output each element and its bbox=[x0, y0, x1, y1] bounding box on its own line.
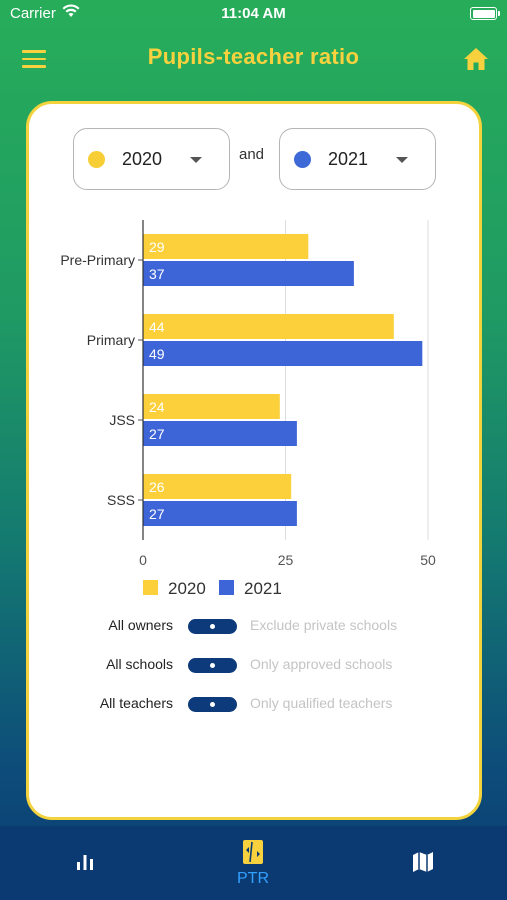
bar bbox=[143, 261, 354, 286]
category-label: JSS bbox=[109, 412, 135, 428]
owners-switch[interactable] bbox=[188, 619, 237, 634]
bar bbox=[143, 501, 297, 526]
toggle-schools-right-label: Only approved schools bbox=[250, 656, 393, 672]
toggle-teachers-right-label: Only qualified teachers bbox=[250, 695, 393, 711]
toggle-schools-left-label: All schools bbox=[106, 656, 173, 672]
x-tick-label: 50 bbox=[420, 552, 436, 568]
category-label: Primary bbox=[87, 332, 135, 348]
page-title: Pupils-teacher ratio bbox=[147, 44, 360, 69]
bar-value-label: 26 bbox=[149, 479, 165, 495]
year-a-dropdown[interactable]: 2020 bbox=[73, 128, 230, 190]
bar bbox=[143, 234, 309, 259]
toggle-row-owners: All owners Exclude private schools bbox=[29, 614, 479, 638]
legend-label: 2021 bbox=[244, 579, 282, 598]
legend-label: 2020 bbox=[168, 579, 206, 598]
wifi-icon bbox=[62, 4, 80, 17]
bar-value-label: 24 bbox=[149, 399, 165, 415]
clock: 11:04 AM bbox=[221, 5, 286, 22]
toggle-row-teachers: All teachers Only qualified teachers bbox=[29, 692, 479, 716]
menu-icon[interactable] bbox=[22, 50, 46, 68]
bar-value-label: 27 bbox=[149, 506, 165, 522]
bar-chart: Pre-Primary 29 37 Primary 44 49 JSS 24 27 SSS 26 27… bbox=[60, 220, 436, 598]
toggle-teachers-left-label: All teachers bbox=[99, 695, 173, 711]
teachers-switch[interactable] bbox=[188, 697, 237, 712]
bar-value-label: 44 bbox=[149, 319, 165, 335]
bar-value-label: 27 bbox=[149, 426, 165, 442]
toggle-owners-right-label: Exclude private schools bbox=[250, 617, 398, 633]
category-label: SSS bbox=[107, 492, 135, 508]
and-label: and bbox=[239, 146, 265, 163]
schools-switch[interactable] bbox=[188, 658, 237, 673]
bar bbox=[143, 394, 280, 419]
battery-icon bbox=[470, 7, 500, 20]
chevron-down-icon bbox=[190, 157, 202, 163]
tab-ptr-label: PTR bbox=[237, 870, 269, 887]
map-icon bbox=[413, 852, 433, 872]
bar-value-label: 37 bbox=[149, 266, 165, 282]
category-label: Pre-Primary bbox=[60, 252, 135, 268]
tab-map[interactable] bbox=[382, 826, 462, 900]
year-b-dropdown[interactable]: 2021 bbox=[279, 128, 436, 190]
bar bbox=[143, 341, 423, 366]
toggle-owners-left-label: All owners bbox=[108, 617, 173, 633]
bar-value-label: 29 bbox=[149, 239, 165, 255]
tab-ptr[interactable]: PTR bbox=[213, 826, 293, 900]
year-b-color-dot bbox=[294, 151, 311, 168]
ptr-icon bbox=[243, 840, 263, 864]
tab-bar: PTR bbox=[0, 826, 507, 900]
bar-chart-icon bbox=[77, 855, 93, 870]
legend-swatch bbox=[143, 580, 158, 595]
home-icon[interactable] bbox=[463, 46, 489, 72]
bar bbox=[143, 421, 297, 446]
legend-swatch bbox=[219, 580, 234, 595]
bar bbox=[143, 474, 292, 499]
year-a-color-dot bbox=[88, 151, 105, 168]
year-b-value: 2021 bbox=[328, 149, 369, 169]
chart-card: 2020 and 2021 Pre-Primary 29 37 Primary 44 49… bbox=[26, 101, 482, 820]
year-a-value: 2020 bbox=[122, 149, 163, 169]
chevron-down-icon bbox=[396, 157, 408, 163]
x-tick-label: 0 bbox=[139, 552, 147, 568]
tab-charts[interactable] bbox=[45, 826, 125, 900]
carrier-label: Carrier bbox=[10, 5, 56, 22]
status-bar: Carrier 11:04 AM bbox=[0, 0, 507, 28]
bar bbox=[143, 314, 394, 339]
toggle-row-schools: All schools Only approved schools bbox=[29, 653, 479, 677]
app-header: Pupils-teacher ratio bbox=[0, 36, 507, 80]
x-tick-label: 25 bbox=[278, 552, 294, 568]
bar-value-label: 49 bbox=[149, 346, 165, 362]
